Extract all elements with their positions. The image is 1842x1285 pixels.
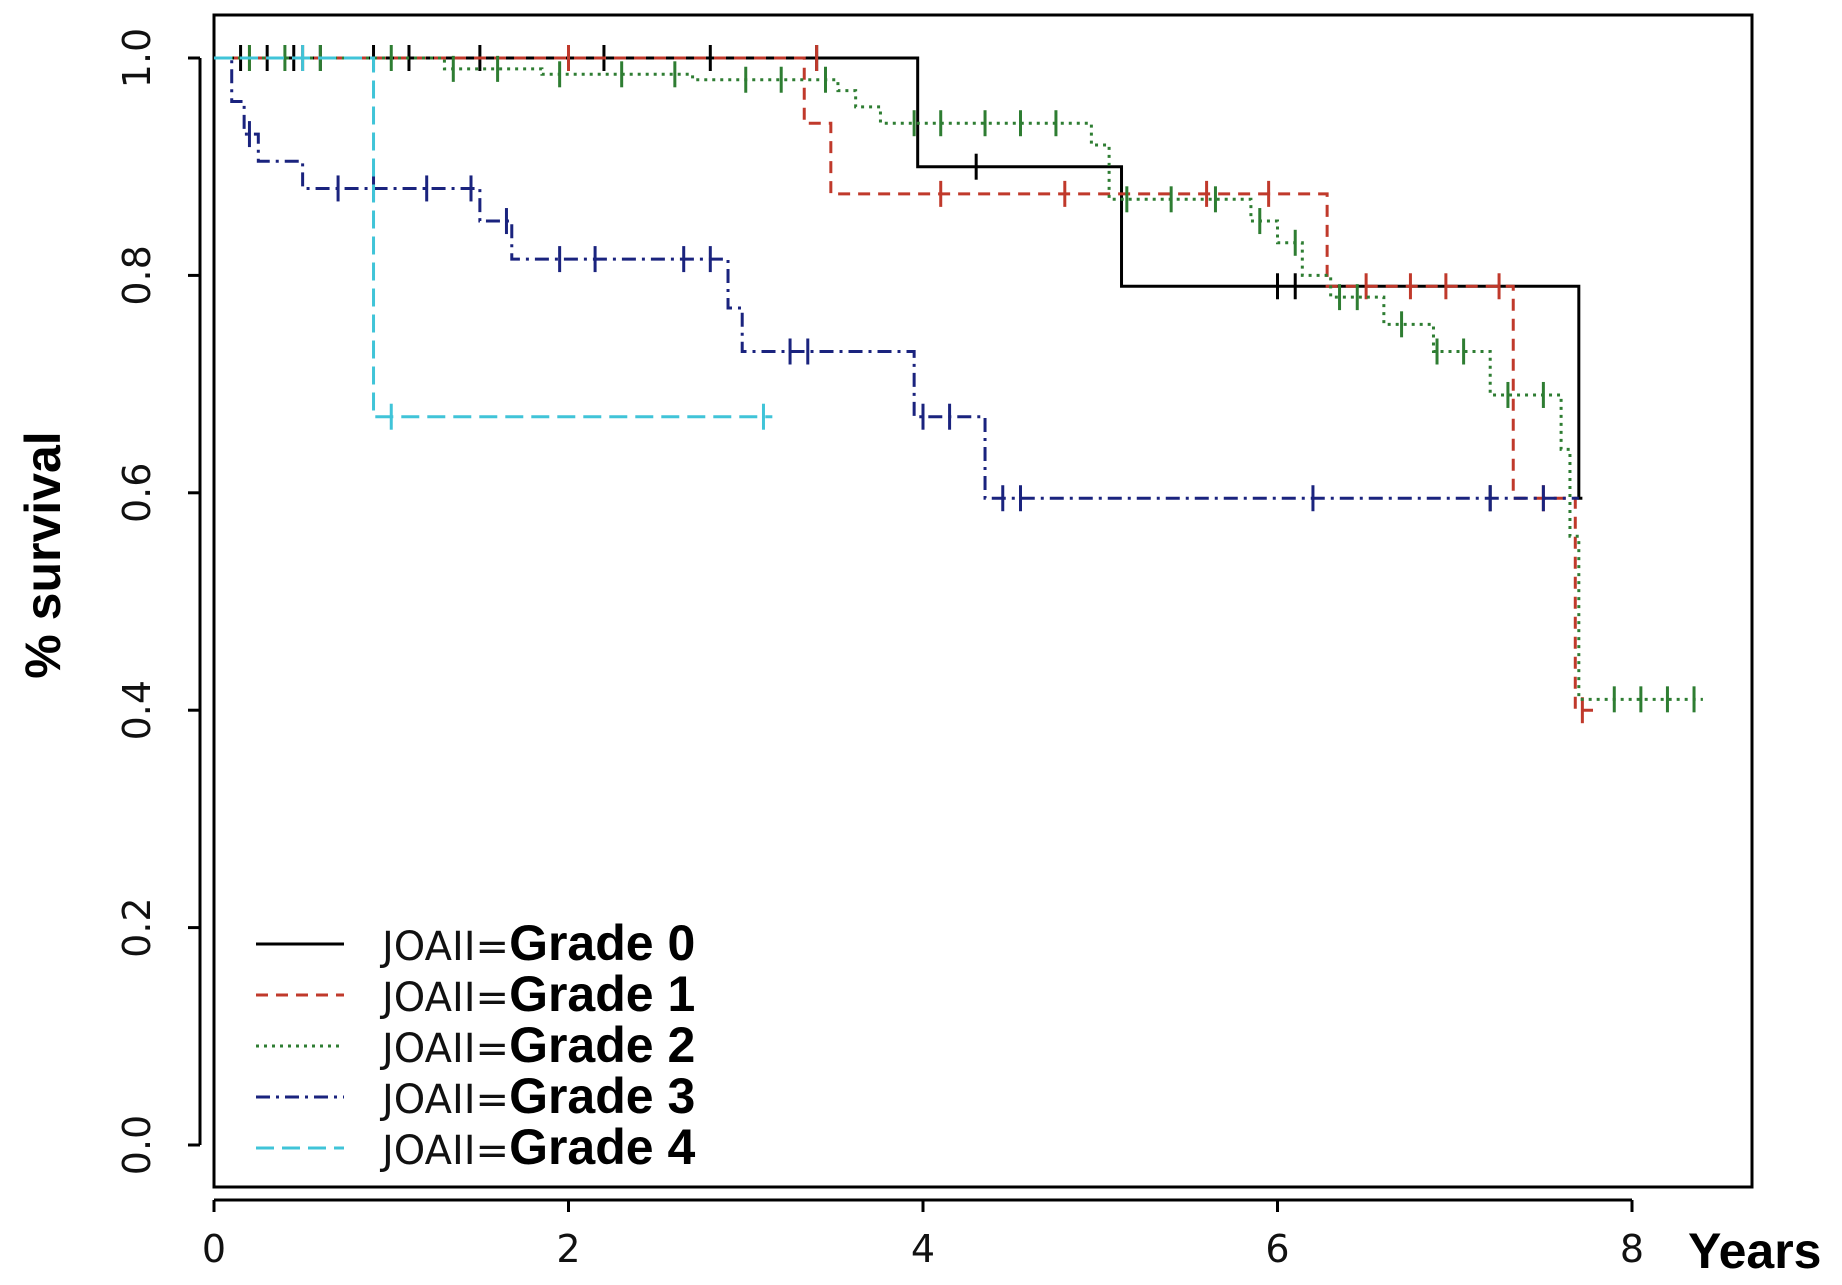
- x-tick-label: 4: [911, 1227, 935, 1271]
- legend-label-grade: Grade 3: [509, 1068, 695, 1124]
- legend-label-prefix: JOAII=: [379, 975, 509, 1021]
- legend-item: JOAII=Grade 0: [256, 915, 695, 971]
- series-line: [214, 56, 1583, 500]
- legend-label-prefix: JOAII=: [379, 1077, 509, 1123]
- series-2: [214, 45, 1703, 713]
- y-tick-label: 0.0: [115, 1115, 159, 1175]
- y-tick-label: 0.6: [115, 463, 159, 523]
- legend-label-grade: Grade 1: [509, 966, 695, 1022]
- y-tick-label: 1.0: [115, 28, 159, 88]
- legend-label: JOAII=Grade 1: [379, 966, 695, 1022]
- y-tick-label: 0.2: [115, 897, 159, 957]
- legend-label-prefix: JOAII=: [379, 924, 509, 970]
- series-line: [214, 56, 1703, 701]
- legend-label-grade: Grade 4: [509, 1119, 695, 1175]
- legend-label: JOAII=Grade 2: [379, 1017, 695, 1073]
- series-line: [214, 56, 1594, 712]
- legend-item: JOAII=Grade 3: [256, 1068, 695, 1124]
- series-4: [214, 45, 773, 430]
- series-1: [214, 45, 1594, 724]
- series-line: [214, 56, 1579, 500]
- x-tick-label: 8: [1620, 1227, 1644, 1271]
- legend-item: JOAII=Grade 4: [256, 1119, 695, 1175]
- legend-item: JOAII=Grade 2: [256, 1017, 695, 1073]
- axes: 0 2 4 6 8 0.0 0.2 0.4 0.6 0.8 1.0: [115, 28, 1644, 1271]
- x-axis-title: Years: [1688, 1223, 1821, 1279]
- legend-item: JOAII=Grade 1: [256, 966, 695, 1022]
- legend-label-prefix: JOAII=: [379, 1026, 509, 1072]
- series-line: [214, 56, 773, 419]
- legend-label-grade: Grade 0: [509, 915, 695, 971]
- series-layer: [214, 45, 1703, 724]
- series-0: [214, 45, 1583, 512]
- y-tick-label: 0.4: [115, 680, 159, 740]
- x-tick-label: 2: [556, 1227, 580, 1271]
- series-3: [214, 56, 1579, 512]
- plot-frame: [212, 13, 1754, 1189]
- legend-label-grade: Grade 2: [509, 1017, 695, 1073]
- legend-label-prefix: JOAII=: [379, 1128, 509, 1174]
- y-axis-title: % survival: [15, 431, 71, 678]
- legend-label: JOAII=Grade 4: [379, 1119, 695, 1175]
- y-tick-label: 0.8: [115, 245, 159, 305]
- legend-label: JOAII=Grade 0: [379, 915, 695, 971]
- legend-label: JOAII=Grade 3: [379, 1068, 695, 1124]
- x-tick-label: 6: [1265, 1227, 1289, 1271]
- x-tick-label: 0: [202, 1227, 226, 1271]
